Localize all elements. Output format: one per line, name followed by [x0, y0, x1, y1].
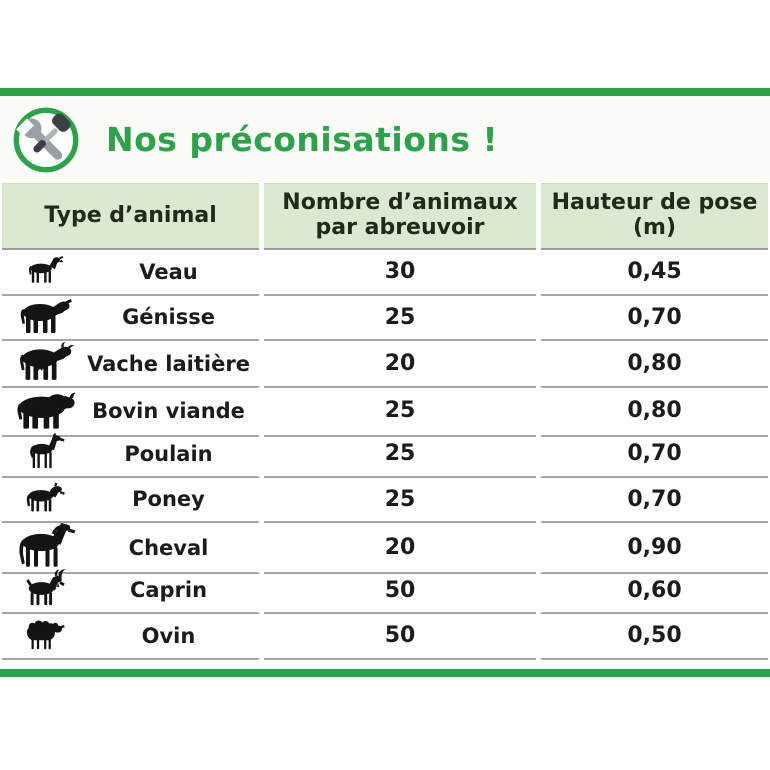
animal-type-cell: Bovin viande — [2, 387, 259, 437]
animals-per-trough-value: 25 — [264, 296, 536, 341]
table-row: Poulain 25 0,70 — [2, 432, 768, 478]
dairy-cow-icon — [4, 341, 86, 386]
header-line: Nombre d’animaux — [282, 190, 518, 216]
mount-height-value: 0,50 — [541, 614, 768, 660]
pony-icon — [4, 480, 86, 518]
top-green-divider — [0, 88, 770, 96]
animal-name: Poney — [132, 487, 205, 512]
calf-icon — [4, 254, 86, 289]
mount-height-value: 0,70 — [541, 432, 768, 478]
header-line: par abreuvoir — [315, 215, 485, 240]
animal-type-cell: Veau — [2, 250, 259, 296]
bottom-whitespace — [0, 676, 770, 770]
animal-name: Génisse — [122, 305, 215, 330]
tools-icon — [10, 104, 82, 176]
table-row: Ovin 50 0,50 — [2, 614, 768, 660]
animals-per-trough-value: 20 — [264, 341, 536, 388]
animal-type-cell: Génisse — [2, 296, 259, 341]
animal-name: Caprin — [129, 578, 208, 603]
animals-per-trough-value: 20 — [264, 523, 536, 574]
table-row: Poney 25 0,70 — [2, 478, 768, 523]
animal-type-cell: Caprin — [2, 569, 259, 614]
table-row: Veau 30 0,45 — [2, 250, 768, 296]
animal-type-cell: Cheval — [2, 523, 259, 574]
animals-per-trough-value: 30 — [264, 250, 536, 296]
mount-height-value: 0,45 — [541, 250, 768, 296]
recommendations-table: Type d’animal Nombre d’animaux par abreu… — [0, 183, 770, 660]
banner: Nos préconisations ! — [0, 96, 770, 183]
column-header-mount-height: Hauteur de pose (m) — [541, 183, 768, 250]
foal-icon — [4, 433, 86, 474]
table-row: Génisse 25 0,70 — [2, 296, 768, 341]
animals-per-trough-value: 25 — [264, 478, 536, 523]
sheep-icon — [4, 616, 86, 655]
animals-per-trough-value: 25 — [264, 387, 536, 437]
top-whitespace — [0, 0, 770, 88]
mount-height-value: 0,80 — [541, 341, 768, 388]
bull-icon — [4, 387, 86, 435]
animal-name: Bovin viande — [92, 398, 245, 423]
bottom-green-divider — [0, 668, 770, 677]
animal-type-cell: Vache laitière — [2, 341, 259, 388]
animal-name: Cheval — [128, 535, 209, 560]
header-line: (m) — [632, 215, 677, 240]
table-header-row: Type d’animal Nombre d’animaux par abreu… — [2, 183, 768, 250]
animals-per-trough-value: 50 — [264, 614, 536, 660]
header-line: Type d’animal — [44, 202, 217, 228]
animal-type-cell: Poulain — [2, 432, 259, 478]
animal-type-cell: Ovin — [2, 614, 259, 660]
animal-name: Poulain — [124, 441, 213, 466]
mount-height-value: 0,70 — [541, 478, 768, 523]
header-line: Hauteur de pose — [551, 190, 758, 216]
mount-height-value: 0,60 — [541, 569, 768, 614]
mount-height-value: 0,90 — [541, 523, 768, 574]
table-row: Cheval 20 0,90 — [2, 523, 768, 574]
heifer-icon — [4, 296, 86, 339]
animal-name: Veau — [139, 259, 198, 284]
animals-per-trough-value: 50 — [264, 569, 536, 614]
page-title: Nos préconisations ! — [106, 120, 499, 159]
table-body: Veau 30 0,45 Génisse 25 0,70 Vache laitière 20 0… — [2, 250, 768, 660]
table-row: Caprin 50 0,60 — [2, 569, 768, 614]
bottom-gap — [0, 659, 770, 669]
animal-type-cell: Poney — [2, 478, 259, 523]
animal-name: Ovin — [141, 623, 196, 648]
mount-height-value: 0,80 — [541, 387, 768, 437]
table-row: Bovin viande 25 0,80 — [2, 387, 768, 437]
column-header-animals-per-trough: Nombre d’animaux par abreuvoir — [264, 183, 536, 250]
horse-icon — [4, 523, 86, 572]
mount-height-value: 0,70 — [541, 296, 768, 341]
animals-per-trough-value: 25 — [264, 432, 536, 478]
table-row: Vache laitière 20 0,80 — [2, 341, 768, 388]
animal-name: Vache laitière — [87, 351, 250, 376]
goat-icon — [4, 569, 86, 611]
column-header-animal-type: Type d’animal — [2, 183, 259, 250]
